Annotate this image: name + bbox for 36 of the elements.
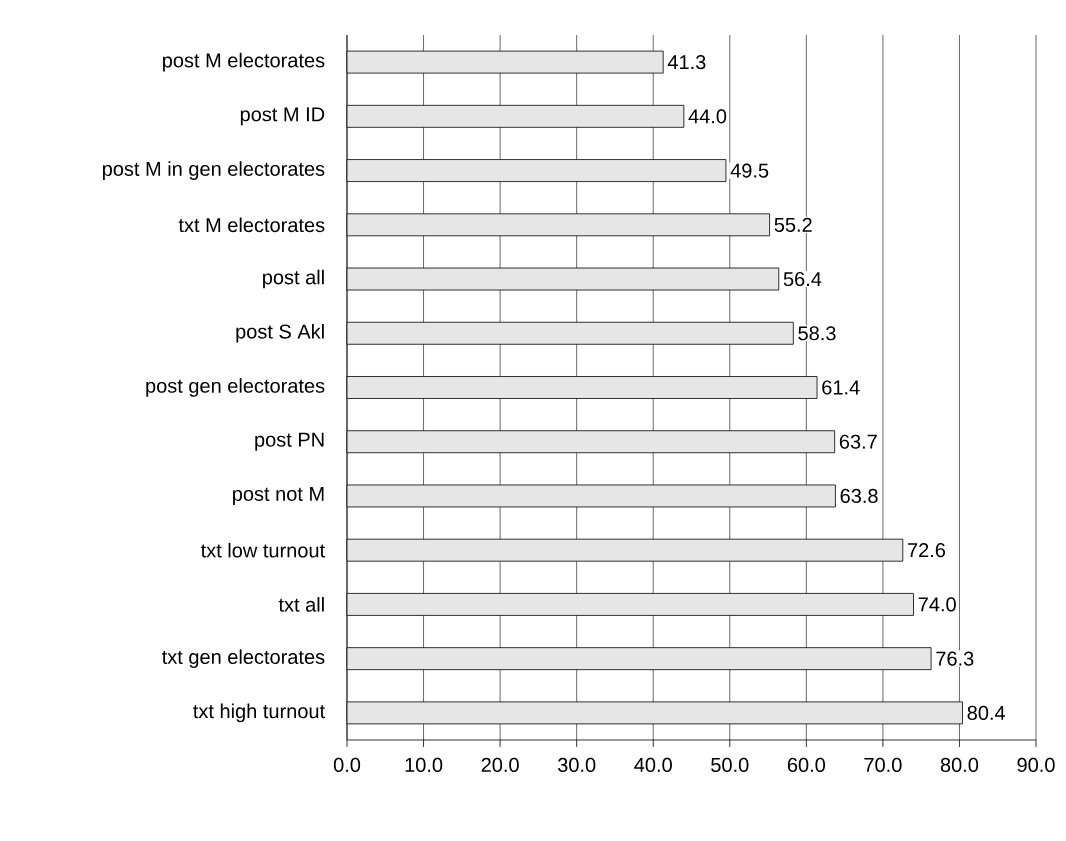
- y-tick-label: post S Akl: [236, 323, 324, 343]
- data-label: 55.2: [774, 217, 812, 232]
- y-tick-label: txt all: [278, 597, 324, 612]
- x-tick-label: 80.0: [940, 757, 979, 773]
- x-tick-label: 90.0: [1017, 757, 1055, 773]
- data-label: 63.7: [839, 434, 877, 449]
- y-tick-label: post not M: [233, 486, 324, 505]
- data-label: 72.6: [908, 543, 946, 558]
- y-tick-label: post M ID: [240, 107, 325, 126]
- y-tick-label: txt low turnout: [200, 542, 325, 558]
- y-tick-label: post M in gen electorates: [102, 161, 325, 180]
- x-tick-label: 70.0: [864, 757, 902, 773]
- data-label: 63.8: [840, 488, 878, 504]
- x-tick-label: 20.0: [481, 757, 519, 773]
- data-label: 61.4: [822, 380, 860, 395]
- data-label: 80.4: [967, 705, 1006, 720]
- data-label: 49.5: [730, 163, 769, 178]
- x-tick-label: 0.0: [333, 757, 361, 773]
- x-tick-label: 60.0: [787, 757, 826, 773]
- data-label: 58.3: [798, 326, 836, 341]
- x-tick-label: 30.0: [557, 757, 596, 773]
- y-tick-label: txt M electorates: [178, 217, 325, 233]
- x-tick-label: 40.0: [634, 757, 672, 773]
- y-tick-label: txt gen electorates: [162, 649, 325, 668]
- data-label: 76.3: [936, 651, 974, 666]
- y-tick-label: post gen electorates: [146, 378, 325, 397]
- y-tick-label: post all: [263, 269, 324, 289]
- data-label: 44.0: [688, 109, 727, 124]
- x-tick-label: 50.0: [711, 757, 749, 773]
- data-label: 41.3: [667, 55, 706, 70]
- data-label: 74.0: [918, 597, 956, 612]
- y-tick-label: post PN: [255, 432, 324, 451]
- y-tick-label: txt high turnout: [193, 703, 325, 723]
- y-tick-label: post M electorates: [163, 52, 325, 72]
- data-label: 56.4: [783, 271, 822, 287]
- x-tick-label: 10.0: [405, 757, 443, 773]
